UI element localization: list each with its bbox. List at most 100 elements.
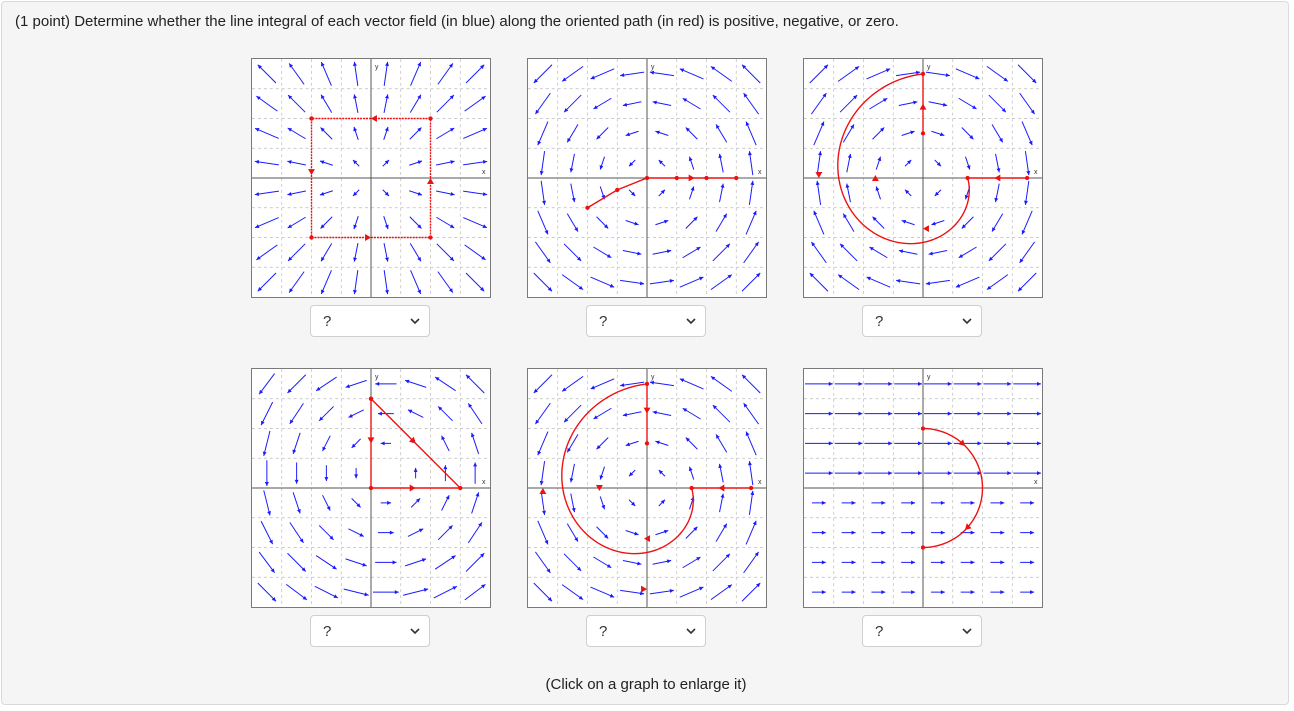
field-arrow	[931, 130, 945, 137]
field-arrow	[901, 219, 915, 226]
field-arrow	[837, 274, 860, 291]
field-arrow	[894, 411, 923, 416]
field-arrow	[1021, 121, 1033, 146]
field-arrow	[375, 381, 397, 386]
field-arrow	[804, 441, 833, 446]
field-arrow	[570, 493, 576, 513]
field-arrow	[622, 411, 642, 417]
field-arrow	[923, 441, 952, 446]
field-arrow	[748, 151, 754, 176]
field-arrow	[955, 68, 980, 80]
field-arrow	[834, 411, 863, 416]
field-arrow	[1019, 241, 1036, 264]
field-arrow	[286, 583, 308, 601]
field-arrow	[465, 374, 485, 394]
field-arrow	[712, 404, 731, 423]
path-direction-arrow	[688, 174, 695, 182]
x-axis-label: x	[1034, 169, 1038, 176]
graph-6-plot: yx	[804, 369, 1042, 607]
field-arrow	[320, 94, 333, 113]
field-arrow	[685, 216, 698, 229]
field-arrow	[352, 189, 360, 197]
field-arrow	[960, 560, 975, 565]
field-arrow	[258, 373, 276, 395]
y-axis-label: y	[927, 374, 931, 381]
path-point	[920, 426, 926, 431]
answer-select-6[interactable]: ?	[862, 615, 982, 647]
path-direction-arrow	[923, 225, 929, 233]
field-arrow	[960, 590, 975, 595]
answer-select-4[interactable]: ?	[310, 615, 430, 647]
field-arrow	[570, 183, 576, 203]
field-arrow	[315, 376, 337, 392]
field-arrow	[287, 552, 307, 572]
field-arrow	[563, 94, 582, 113]
field-arrow	[741, 64, 761, 84]
answer-select-3[interactable]: ?	[862, 305, 982, 337]
x-axis-label: x	[482, 169, 486, 176]
field-arrow	[743, 241, 760, 264]
field-arrow	[1013, 471, 1042, 476]
answer-select-2[interactable]: ?	[586, 305, 706, 337]
x-axis-label: x	[758, 169, 762, 176]
field-arrow	[811, 590, 826, 595]
field-arrow	[434, 376, 456, 392]
field-arrow	[463, 160, 488, 166]
field-arrow	[437, 271, 454, 293]
chevron-down-icon	[962, 628, 972, 635]
field-arrow	[894, 441, 923, 446]
field-arrow	[534, 402, 551, 425]
field-arrow	[590, 68, 615, 80]
field-arrow	[410, 61, 422, 86]
answer-select-1[interactable]: ?	[310, 305, 430, 337]
field-arrow	[983, 381, 1012, 386]
field-arrow	[658, 189, 666, 197]
field-arrow	[655, 440, 669, 446]
field-arrow	[534, 551, 551, 574]
answer-select-4-value: ?	[323, 623, 332, 640]
field-arrow	[990, 560, 1005, 565]
field-arrow	[953, 471, 982, 476]
field-arrow	[463, 127, 488, 139]
path-direction-arrow	[964, 523, 972, 530]
field-arrow	[533, 64, 553, 84]
field-arrow	[563, 243, 582, 262]
field-arrow	[990, 500, 1005, 505]
field-arrow	[625, 220, 639, 226]
field-arrow	[809, 272, 829, 292]
field-arrow	[960, 500, 975, 505]
field-arrow	[871, 560, 886, 565]
field-arrow	[869, 97, 888, 110]
field-arrow	[955, 276, 980, 288]
field-arrow	[590, 276, 615, 288]
field-arrow	[383, 216, 389, 230]
field-arrow	[864, 471, 893, 476]
field-arrow	[254, 190, 279, 196]
field-arrow	[741, 272, 761, 292]
field-arrow	[719, 183, 725, 203]
field-arrow	[593, 556, 612, 569]
field-arrow	[324, 465, 329, 482]
path-point	[585, 205, 590, 210]
field-arrow	[569, 463, 575, 483]
field-arrow	[658, 499, 666, 507]
field-arrow	[404, 379, 427, 388]
field-arrow	[319, 190, 333, 196]
field-arrow	[566, 523, 579, 542]
answer-select-5[interactable]: ?	[586, 615, 706, 647]
field-arrow	[655, 529, 669, 536]
field-arrow	[904, 159, 912, 167]
field-arrow	[894, 381, 923, 386]
field-arrow	[402, 588, 429, 596]
x-axis-label: x	[1034, 479, 1038, 486]
field-arrow	[561, 375, 584, 392]
field-arrow	[710, 375, 733, 392]
field-arrow	[958, 246, 977, 259]
path-point	[734, 175, 739, 181]
